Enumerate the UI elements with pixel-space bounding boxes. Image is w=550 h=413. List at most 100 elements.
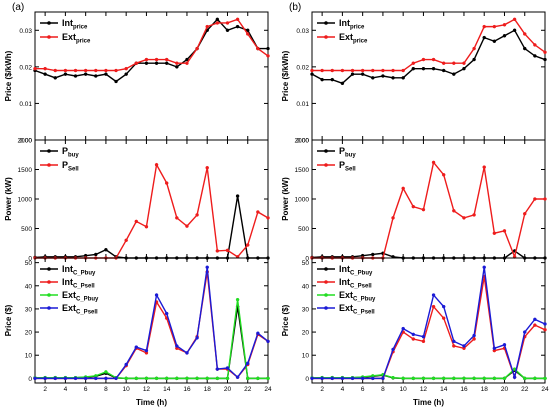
x-tick-label: 18: [481, 386, 489, 393]
data-point-ext-c-psell: [245, 361, 250, 366]
data-point-ext-price: [492, 24, 497, 29]
x-tick-label: 12: [143, 386, 151, 393]
series-line-p-buy: [311, 250, 545, 259]
data-point-ext-c-pbuy: [245, 376, 250, 381]
data-point-int-price: [154, 61, 159, 65]
y-axis-label: Power (kW): [4, 177, 13, 221]
data-point-int-price: [175, 65, 179, 69]
data-point-ext-c-psell: [502, 343, 507, 347]
legend-marker: [47, 306, 51, 310]
data-point-ext-price: [320, 68, 324, 73]
y-tick-label: 0.03: [19, 28, 32, 35]
data-point-ext-c-pbuy: [421, 376, 426, 381]
legend-entry: ExtC_Pbuy: [62, 290, 99, 303]
panel-label: (b): [289, 2, 301, 13]
data-point-int-price: [522, 46, 527, 51]
data-point-ext-price: [256, 46, 260, 51]
x-tick-label: 2: [320, 386, 324, 393]
data-point-int-price: [482, 35, 486, 40]
data-point-ext-c-pbuy: [205, 376, 209, 381]
data-point-ext-c-pbuy: [391, 375, 395, 380]
y-tick-label: 0.03: [296, 28, 309, 35]
data-point-p-sell: [533, 197, 537, 201]
data-point-ext-c-psell: [431, 293, 436, 297]
data-point-ext-c-pbuy: [462, 376, 466, 381]
legend-entry: Pbuy: [62, 146, 79, 159]
data-point-ext-c-psell: [371, 376, 375, 381]
y-tick-label: 2000: [295, 138, 310, 145]
data-point-p-sell: [245, 243, 250, 247]
data-point-ext-c-psell: [164, 311, 169, 316]
data-point-ext-c-psell: [43, 376, 47, 381]
legend-entry: PSell: [62, 160, 79, 173]
data-point-ext-price: [205, 24, 209, 29]
legend-entry-main: Int: [339, 277, 350, 287]
y-tick-label: 0: [305, 256, 309, 263]
data-point-ext-price: [421, 57, 426, 62]
data-point-int-price: [63, 72, 68, 76]
data-point-ext-price: [482, 24, 486, 29]
data-point-int-price: [215, 17, 220, 22]
legend-marker: [47, 267, 51, 271]
legend-entry: Intprice: [62, 18, 88, 31]
data-point-ext-price: [83, 68, 88, 73]
legend-entry-main: Int: [62, 277, 73, 287]
data-point-ext-c-pbuy: [411, 376, 416, 381]
data-point-ext-price: [502, 23, 507, 27]
data-point-ext-price: [144, 57, 149, 62]
y-axis-label: Power (kW): [281, 177, 290, 221]
data-point-int-price: [350, 72, 355, 76]
data-point-ext-price: [452, 61, 456, 65]
data-point-int-price: [235, 24, 240, 29]
legend-entry: Pbuy: [339, 146, 356, 159]
data-point-ext-c-psell: [104, 376, 108, 381]
data-point-ext-c-pbuy: [144, 376, 149, 381]
data-point-p-sell: [154, 163, 159, 167]
data-point-ext-price: [472, 46, 476, 51]
data-point-int-price: [452, 72, 456, 76]
legend-entry-main: P: [339, 146, 345, 156]
data-point-ext-c-psell: [330, 376, 335, 381]
data-point-int-price: [421, 66, 426, 71]
legend-entry-main: P: [339, 160, 345, 170]
data-point-ext-price: [543, 50, 547, 54]
legend-entry-subscript: C_Pbuy: [73, 271, 96, 277]
data-point-ext-c-psell: [452, 339, 456, 344]
series-line-p-sell: [312, 160, 545, 260]
x-tick-label: 6: [361, 386, 365, 393]
x-tick-label: 10: [123, 386, 131, 393]
data-point-p-sell: [266, 216, 270, 220]
data-point-p-sell: [225, 248, 230, 253]
legend-entry-subscript: price: [350, 25, 365, 31]
y-tick-label: 50: [302, 260, 310, 267]
y-tick-label: 0: [28, 256, 32, 263]
y-tick-label: 0.02: [19, 64, 32, 71]
data-point-ext-c-pbuy: [225, 376, 230, 381]
legend-entry: Extprice: [339, 32, 368, 45]
data-point-ext-c-pbuy: [256, 376, 260, 381]
data-point-int-price: [371, 76, 375, 80]
data-point-ext-c-psell: [401, 326, 405, 331]
x-tick-label: 2: [43, 386, 47, 393]
data-point-ext-c-pbuy: [104, 370, 108, 374]
data-point-ext-c-psell: [225, 366, 230, 370]
x-tick-label: 22: [244, 386, 252, 393]
x-tick-label: 18: [204, 386, 212, 393]
data-point-p-sell: [175, 216, 179, 220]
legend-marker: [324, 21, 328, 25]
data-point-ext-price: [266, 54, 270, 58]
data-point-int-price: [340, 81, 345, 86]
data-point-ext-c-psell: [114, 376, 118, 381]
data-point-int-price: [502, 34, 507, 38]
legend-entry: IntC_Pbuy: [62, 264, 96, 277]
y-tick-label: 0.01: [296, 101, 309, 108]
legend-entry-main: Ext: [62, 290, 76, 300]
data-point-ext-c-psell: [482, 265, 486, 270]
data-point-int-price: [104, 72, 108, 76]
legend-entry-subscript: Sell: [68, 167, 79, 173]
